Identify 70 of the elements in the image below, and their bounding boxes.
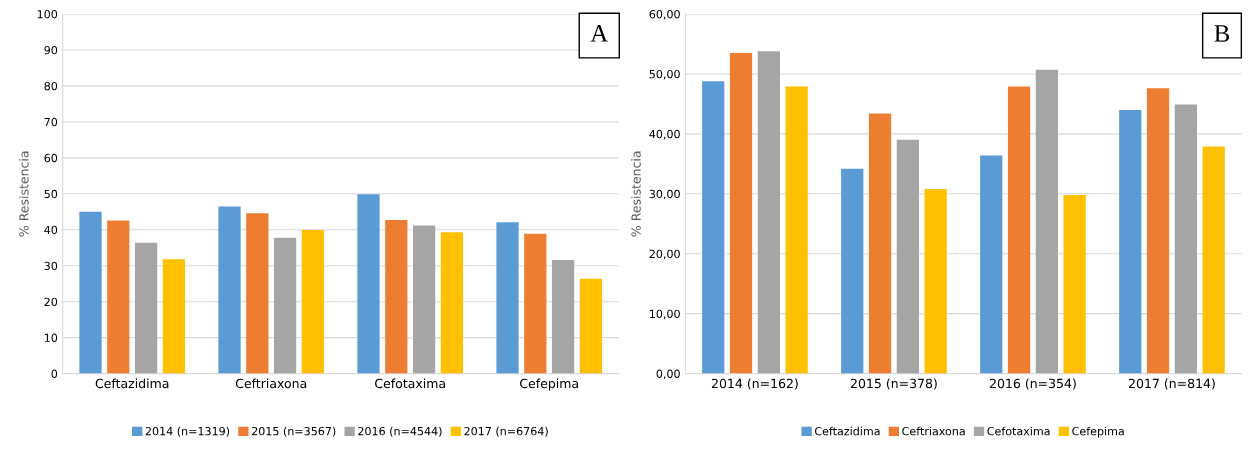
legend-label: 2015 (n=3567) — [251, 426, 336, 437]
bar — [980, 155, 1003, 374]
x-tick-label: 2014 (n=162) — [711, 378, 798, 390]
y-tick-label: 0 — [51, 369, 58, 378]
bar — [273, 237, 297, 374]
bar — [841, 168, 864, 374]
legend-label: Cefotaxima — [987, 426, 1050, 436]
x-tick-label: Ceftriaxona — [235, 378, 307, 389]
y-tick-label: 10 — [44, 333, 58, 343]
legend-label: 2014 (n=1319) — [145, 426, 230, 437]
bar — [1119, 109, 1142, 374]
x-tick-label: Cefepima — [520, 378, 578, 391]
bar — [924, 189, 947, 374]
bar — [1035, 69, 1058, 374]
legend-label: Ceftazidima — [814, 426, 880, 436]
y-tick-label: 50 — [44, 189, 58, 199]
x-tick-label: 2017 (n=814) — [1128, 378, 1215, 390]
y-tick-label: 90 — [44, 45, 58, 55]
y-tick-label: 40,00 — [649, 129, 680, 140]
bar — [868, 113, 892, 374]
x-tick-label: 2015 (n=378) — [850, 378, 937, 390]
x-tick-label: 2016 (n=354) — [989, 378, 1076, 390]
bar — [496, 222, 519, 374]
y-tick-label: 80 — [44, 81, 58, 91]
bar — [1202, 146, 1225, 374]
y-tick-label: 20 — [44, 297, 58, 307]
y-tick-label: 100 — [37, 9, 58, 19]
bar — [729, 52, 753, 374]
y-tick-label: 10,00 — [649, 309, 680, 320]
y-tick-label: 20,00 — [649, 249, 680, 260]
bar — [79, 211, 102, 374]
y-axis-title: % Resistencia — [631, 151, 641, 237]
x-tick-label: Cefotaxima — [375, 378, 445, 389]
bar — [1174, 104, 1197, 374]
bar — [896, 139, 919, 374]
bar — [357, 194, 380, 374]
y-tick-label: 0,00 — [656, 369, 680, 380]
bar — [385, 220, 408, 374]
y-tick-label: 70 — [44, 117, 58, 127]
bar — [134, 242, 158, 374]
y-axis-title: % Resistencia — [18, 151, 29, 237]
annotation: B — [1214, 25, 1230, 42]
bar — [107, 220, 130, 374]
bar — [757, 51, 780, 374]
bar — [1007, 86, 1031, 374]
legend-label: Ceftriaxona — [902, 426, 965, 436]
bar — [579, 278, 603, 374]
x-tick-label: Ceftazidima — [95, 378, 169, 389]
bar — [162, 259, 186, 374]
annotation: A — [590, 25, 609, 42]
y-tick-label: 30,00 — [649, 189, 680, 200]
legend-label: 2016 (n=4544) — [358, 426, 442, 437]
y-tick-label: 40 — [44, 225, 58, 235]
y-tick-label: 30 — [44, 261, 58, 271]
bar — [412, 225, 436, 374]
bar — [552, 259, 575, 374]
bar — [702, 81, 725, 374]
y-tick-label: 60 — [44, 153, 58, 163]
bar — [524, 233, 547, 374]
bar — [218, 206, 241, 374]
y-tick-label: 60,00 — [649, 9, 680, 20]
bar — [246, 213, 269, 374]
legend-label: Cefepima — [1072, 426, 1124, 438]
legend-label: 2017 (n=6764) — [464, 426, 548, 437]
bar — [440, 232, 464, 374]
bar — [1146, 88, 1170, 374]
bar — [1063, 195, 1086, 374]
y-tick-label: 50,00 — [649, 69, 680, 80]
bar — [301, 230, 325, 374]
bar — [785, 86, 808, 374]
